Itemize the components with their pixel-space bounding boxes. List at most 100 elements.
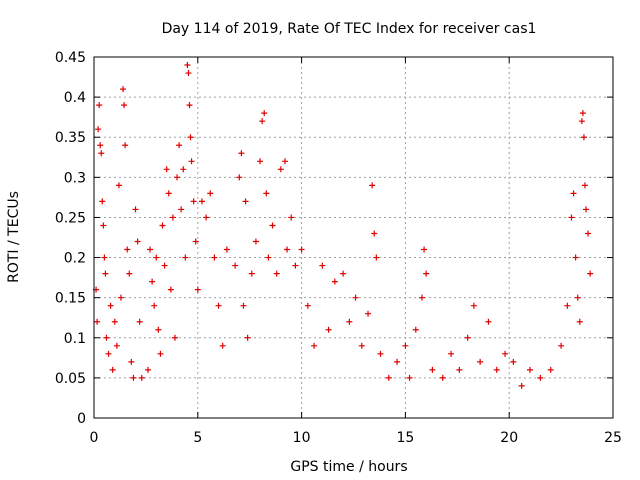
- data-point: [159, 222, 166, 229]
- data-point: [470, 302, 477, 309]
- data-point: [155, 326, 162, 333]
- data-point: [178, 206, 185, 213]
- data-point: [429, 366, 436, 373]
- data-point: [340, 270, 347, 277]
- data-point: [136, 318, 143, 325]
- data-point: [377, 350, 384, 357]
- data-point: [493, 366, 500, 373]
- data-point: [97, 142, 104, 149]
- data-point: [579, 110, 586, 117]
- data-point: [147, 246, 154, 253]
- data-point: [174, 174, 181, 181]
- data-point: [186, 102, 193, 109]
- x-tick-label: 20: [500, 430, 518, 446]
- data-point: [132, 206, 139, 213]
- data-point: [346, 318, 353, 325]
- data-point: [203, 214, 210, 221]
- data-point: [464, 334, 471, 341]
- data-point: [439, 374, 446, 381]
- data-point: [394, 358, 401, 365]
- data-point: [288, 214, 295, 221]
- data-point: [103, 334, 110, 341]
- data-point: [518, 382, 525, 389]
- data-point: [157, 350, 164, 357]
- data-point: [421, 246, 428, 253]
- y-tick-label: 0.05: [55, 371, 86, 387]
- data-point: [105, 350, 112, 357]
- data-point: [298, 246, 305, 253]
- grid: [94, 57, 613, 418]
- y-tick-label: 0.3: [64, 170, 86, 186]
- data-point: [273, 270, 280, 277]
- data-point: [244, 334, 251, 341]
- data-point: [101, 254, 108, 261]
- data-point: [259, 118, 266, 125]
- data-point: [120, 86, 127, 93]
- data-point: [385, 374, 392, 381]
- data-point: [319, 262, 326, 269]
- x-tick-label: 5: [193, 430, 202, 446]
- data-point: [187, 134, 194, 141]
- data-point: [184, 62, 191, 69]
- data-point: [281, 158, 288, 165]
- y-tick-label: 0.2: [64, 251, 86, 267]
- data-point: [240, 302, 247, 309]
- data-point: [99, 198, 106, 205]
- data-point: [576, 318, 583, 325]
- data-point: [419, 294, 426, 301]
- data-point: [163, 166, 170, 173]
- chart-title: Day 114 of 2019, Rate Of TEC Index for r…: [162, 21, 537, 37]
- data-point: [153, 254, 160, 261]
- data-point: [176, 142, 183, 149]
- data-point: [207, 190, 214, 197]
- data-point: [242, 198, 249, 205]
- data-point: [537, 374, 544, 381]
- data-point: [113, 342, 120, 349]
- data-point: [304, 302, 311, 309]
- data-point: [547, 366, 554, 373]
- data-point: [192, 238, 199, 245]
- data-point: [574, 294, 581, 301]
- data-point: [121, 102, 128, 109]
- data-point: [257, 158, 264, 165]
- data-point: [265, 254, 272, 261]
- data-point: [115, 182, 122, 189]
- y-tick-label: 0.45: [55, 50, 86, 66]
- data-point: [352, 294, 359, 301]
- y-tick-label: 0.15: [55, 291, 86, 307]
- x-tick-label: 0: [90, 430, 99, 446]
- data-point: [402, 342, 409, 349]
- y-tick-label: 0.25: [55, 210, 86, 226]
- data-point: [261, 110, 268, 117]
- x-tick-label: 25: [604, 430, 622, 446]
- y-tick-label: 0.4: [64, 90, 86, 106]
- data-point: [311, 342, 318, 349]
- data-point: [477, 358, 484, 365]
- data-points: [93, 62, 594, 389]
- data-point: [373, 254, 380, 261]
- y-tick-label: 0.35: [55, 130, 86, 146]
- data-point: [526, 366, 533, 373]
- y-axis-label: ROTI / TECUs: [6, 191, 22, 283]
- data-point: [111, 318, 118, 325]
- x-tick-label: 15: [396, 430, 414, 446]
- data-point: [558, 342, 565, 349]
- data-point: [194, 286, 201, 293]
- data-point: [232, 262, 239, 269]
- plot-frame: [93, 56, 614, 419]
- data-point: [165, 190, 172, 197]
- data-point: [238, 150, 245, 157]
- data-point: [423, 270, 430, 277]
- data-point: [198, 198, 205, 205]
- data-point: [277, 166, 284, 173]
- data-point: [167, 286, 174, 293]
- data-point: [485, 318, 492, 325]
- data-point: [578, 118, 585, 125]
- data-point: [109, 366, 116, 373]
- data-point: [180, 166, 187, 173]
- data-point: [95, 126, 102, 133]
- data-point: [190, 198, 197, 205]
- data-point: [456, 366, 463, 373]
- data-point: [138, 374, 145, 381]
